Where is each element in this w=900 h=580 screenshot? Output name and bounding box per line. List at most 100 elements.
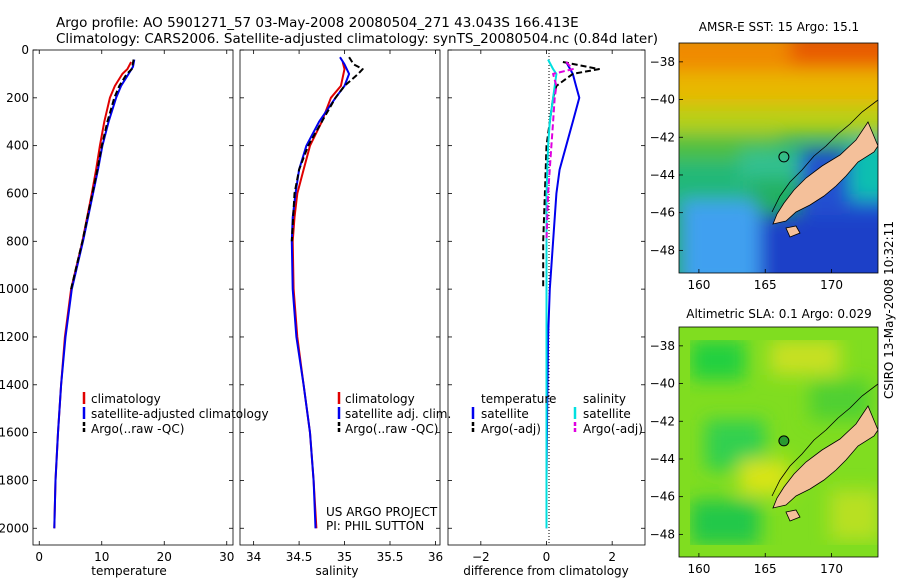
difference-xlabel: difference from climatology bbox=[463, 564, 629, 578]
lat-tick-label: −44 bbox=[650, 168, 675, 182]
x-tick-label: 35.5 bbox=[377, 550, 404, 564]
lat-tick-label: −42 bbox=[650, 130, 675, 144]
profile-argo-raw-qc bbox=[290, 56, 364, 242]
profile-temperature-satellite bbox=[545, 61, 581, 529]
legend-label-climatology: climatology bbox=[345, 392, 415, 406]
lat-tick-label: −48 bbox=[650, 243, 675, 257]
legend-label-sal-satellite: satellite bbox=[583, 407, 631, 421]
x-tick-label: 30 bbox=[219, 550, 234, 564]
profile-satellite-adjusted-climatology bbox=[53, 59, 136, 529]
lon-tick-label: 165 bbox=[754, 562, 777, 576]
temperature-axes: 0 10 20 30 0 200 400 600 800 1000 1200 1400 1600 1800… bbox=[0, 43, 234, 564]
lon-tick-label: 165 bbox=[754, 278, 777, 292]
lon-tick-label: 170 bbox=[820, 278, 843, 292]
difference-axes: −2 0 2 bbox=[447, 49, 646, 564]
lat-tick-label: −38 bbox=[650, 339, 675, 353]
profile-salinity-argo-adj bbox=[545, 61, 574, 242]
lat-tick-label: −40 bbox=[650, 93, 675, 107]
stewart-island bbox=[785, 509, 801, 522]
profile-salinity-satellite bbox=[545, 59, 558, 529]
sla-map-axes: 160 165 170 −38 −40 −42 −44 −46 −48 bbox=[650, 339, 843, 576]
lon-tick-label: 160 bbox=[687, 562, 710, 576]
y-tick-label: 400 bbox=[6, 139, 29, 153]
profile-satellite-adj-clim bbox=[290, 56, 351, 529]
legend-label-temp-satellite: satellite bbox=[481, 407, 529, 421]
lat-tick-label: −44 bbox=[650, 452, 675, 466]
sst-map-axes: 160 165 170 −38 −40 −42 −44 −46 −48 bbox=[650, 55, 843, 292]
stewart-island bbox=[785, 225, 801, 238]
salinity-legend: climatology satellite adj. clim. Argo(..… bbox=[337, 392, 451, 436]
profile-climatology bbox=[291, 61, 346, 529]
x-tick-label: 35 bbox=[337, 550, 352, 564]
isobath-contour bbox=[771, 99, 878, 213]
legend-title-salinity: salinity bbox=[583, 392, 626, 406]
legend-label-argo: Argo(..raw -QC) bbox=[345, 422, 438, 436]
temperature-panel: 0 10 20 30 0 200 400 600 800 1000 1200 1400 1600 1800… bbox=[0, 43, 269, 578]
land-mass bbox=[772, 121, 878, 225]
x-tick-label: −2 bbox=[472, 550, 490, 564]
sst-map: AMSR-E SST: 15 Argo: 15.1 160 165 170−38−4 bbox=[650, 20, 879, 292]
x-tick-label: 20 bbox=[157, 550, 172, 564]
lat-tick-label: −46 bbox=[650, 490, 675, 504]
sst-map-frame bbox=[678, 42, 879, 274]
sla-map-title: Altimetric SLA: 0.1 Argo: 0.029 bbox=[686, 307, 871, 321]
y-tick-label: 2000 bbox=[0, 521, 29, 535]
sst-gradient bbox=[679, 43, 878, 273]
difference-profiles bbox=[542, 59, 600, 529]
legend-label-satellite: satellite adj. clim. bbox=[345, 407, 451, 421]
legend-label-argo: Argo(..raw -QC) bbox=[91, 422, 184, 436]
side-stamp: CSIRO 13-May-2008 10:32:11 bbox=[882, 221, 896, 399]
lat-tick-label: −38 bbox=[650, 55, 675, 69]
float-position-marker bbox=[778, 435, 790, 447]
lon-tick-label: 160 bbox=[687, 278, 710, 292]
y-tick-label: 1000 bbox=[0, 282, 29, 296]
header-line-1: Argo profile: AO 5901271_57 03-May-2008 … bbox=[56, 15, 579, 31]
salinity-axes: 34 34.5 35 35.5 36 bbox=[239, 49, 443, 564]
sla-field bbox=[679, 327, 878, 557]
x-tick-label: 34 bbox=[246, 550, 261, 564]
lat-tick-label: −40 bbox=[650, 377, 675, 391]
sst-map-title: AMSR-E SST: 15 Argo: 15.1 bbox=[699, 20, 859, 34]
y-tick-label: 600 bbox=[6, 186, 29, 200]
x-tick-label: 0 bbox=[35, 550, 43, 564]
sla-map: Altimetric SLA: 0.1 Argo: 0.029 160 165 17… bbox=[650, 307, 879, 576]
x-tick-label: 2 bbox=[608, 550, 616, 564]
lon-tick-label: 170 bbox=[820, 562, 843, 576]
salinity-panel: 34 34.5 35 35.5 36 climatology satellite adj… bbox=[239, 49, 451, 578]
x-tick-label: 0 bbox=[543, 550, 551, 564]
y-tick-label: 1800 bbox=[0, 473, 29, 487]
y-tick-label: 200 bbox=[6, 91, 29, 105]
difference-panel: −2 0 2 temperature satellite Argo(-adj) sa… bbox=[447, 49, 646, 578]
profile-climatology bbox=[53, 61, 132, 529]
plot-frame bbox=[239, 49, 441, 546]
plot-frame bbox=[32, 49, 234, 546]
y-tick-label: 800 bbox=[6, 234, 29, 248]
x-tick-label: 10 bbox=[94, 550, 109, 564]
lat-tick-label: −46 bbox=[650, 206, 675, 220]
project-annotation-line-2: PI: PHIL SUTTON bbox=[326, 519, 424, 533]
difference-legend: temperature satellite Argo(-adj) salinit… bbox=[471, 392, 643, 436]
legend-label-satellite: satellite-adjusted climatology bbox=[91, 407, 269, 421]
legend-title-temperature: temperature bbox=[481, 392, 556, 406]
y-tick-label: 1400 bbox=[0, 378, 29, 392]
project-annotation-line-1: US ARGO PROJECT bbox=[326, 505, 438, 519]
land-mass bbox=[772, 405, 878, 509]
lat-tick-label: −48 bbox=[650, 527, 675, 541]
legend-label-sal-argo: Argo(-adj) bbox=[583, 422, 643, 436]
legend-label-temp-argo: Argo(-adj) bbox=[481, 422, 541, 436]
profile-argo-raw-qc bbox=[70, 59, 135, 290]
temperature-profiles bbox=[53, 59, 136, 529]
salinity-profiles bbox=[290, 56, 364, 529]
x-tick-label: 34.5 bbox=[286, 550, 313, 564]
lat-tick-label: −42 bbox=[650, 414, 675, 428]
float-position-marker bbox=[778, 151, 790, 163]
legend-label-climatology: climatology bbox=[91, 392, 161, 406]
temperature-xlabel: temperature bbox=[91, 564, 166, 578]
sla-map-frame bbox=[678, 326, 879, 558]
salinity-xlabel: salinity bbox=[315, 564, 358, 578]
y-tick-label: 0 bbox=[21, 43, 29, 57]
isobath-contour bbox=[771, 383, 878, 497]
header-line-2: Climatology: CARS2006. Satellite-adjuste… bbox=[56, 31, 658, 47]
x-tick-label: 36 bbox=[428, 550, 443, 564]
